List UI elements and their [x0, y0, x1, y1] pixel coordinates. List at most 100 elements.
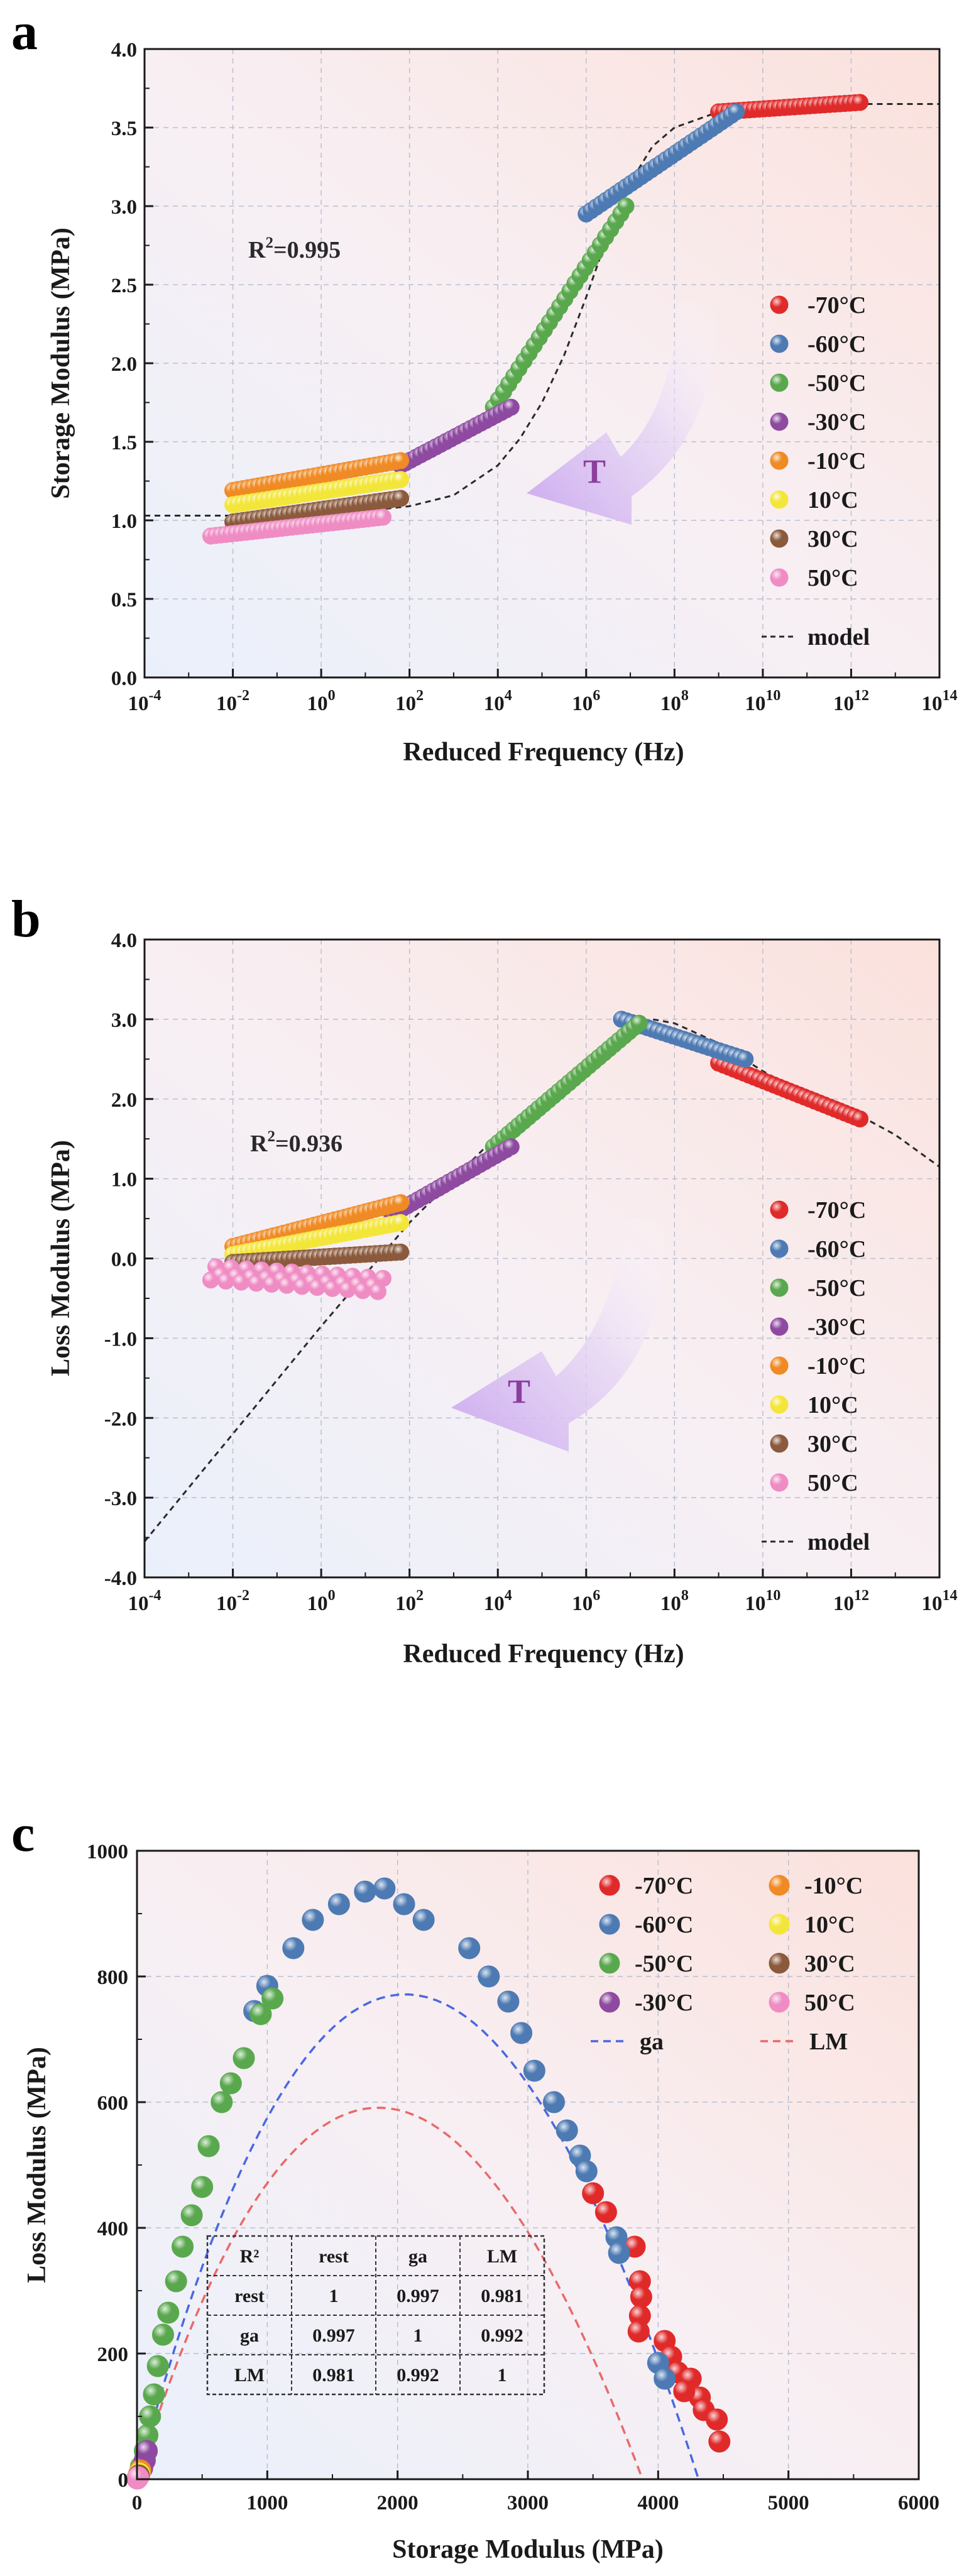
data-point: [392, 1214, 410, 1231]
legend-label: 30°C: [804, 1951, 855, 1977]
x-ticks-c: 0 1000 2000 3000 4000 5000 6000: [132, 2470, 939, 2514]
temperature-arrow-label-b: T: [508, 1373, 530, 1410]
model-curve-a: [145, 103, 939, 517]
y-tick-label: 600: [97, 2092, 129, 2115]
x-tick-label: 10-2: [216, 1587, 249, 1615]
legend-label: -30°C: [808, 409, 866, 436]
data-point: [392, 471, 410, 488]
x-tick-label: 106: [572, 1587, 600, 1615]
r2-annotation-a: R2=0.995: [248, 234, 341, 263]
data-point: [497, 1990, 520, 2013]
data-point: [172, 2235, 194, 2258]
panel-c: c R² rest ga LM rest 1 0.997 0.981 ga 0.997 1 0.992…: [11, 1804, 939, 2564]
data-point: [127, 2466, 150, 2489]
x-tick-label: 1012: [833, 688, 869, 715]
data-point: [851, 1110, 868, 1127]
legend-label: 30°C: [808, 526, 858, 552]
table-cell: 0.992: [481, 2325, 523, 2346]
legend-label: LM: [809, 2029, 848, 2055]
data-point: [375, 508, 391, 526]
x-tick-label: 100: [307, 1587, 336, 1615]
legend-label: 50°C: [808, 565, 858, 591]
panel-label-b: b: [11, 890, 41, 948]
legend-label: model: [808, 624, 870, 650]
data-point: [354, 1880, 376, 1903]
x-tick-label: 1010: [745, 1587, 780, 1615]
data-point: [302, 1909, 324, 1931]
model-curves-c: [136, 1993, 700, 2480]
y-ticks-c: 0 200 400 600 800 1000: [87, 1841, 146, 2492]
table-cell: 1: [413, 2325, 423, 2346]
legend-marker: [770, 1434, 789, 1453]
y-tick-label: 200: [97, 2343, 129, 2366]
table-cell: 0.981: [481, 2286, 523, 2306]
r2-table: R² rest ga LM rest 1 0.997 0.981 ga 0.997 1 0.992 LM…: [206, 2235, 545, 2396]
data-point: [373, 1877, 396, 1900]
panel-label-c: c: [11, 1804, 35, 1863]
x-tick-label: 1014: [922, 1587, 958, 1615]
x-tick-label: 102: [395, 1587, 424, 1615]
y-tick-label: 1.0: [111, 1169, 137, 1192]
y-ticks-b: -4.0 -3.0 -2.0 -1.0 0.0 1.0 2.0 3.0 4.0: [104, 929, 153, 1590]
data-point: [392, 490, 410, 507]
series-30°C: [224, 490, 410, 530]
legend-marker: [770, 529, 789, 548]
legend-label: -30°C: [808, 1314, 866, 1340]
panel-label-a: a: [11, 3, 38, 61]
y-axis-label-b: Loss Modulus (MPa): [47, 1140, 75, 1376]
table-cell: 1: [498, 2365, 507, 2386]
legend-label: -60°C: [635, 1912, 693, 1938]
series-10°C: [224, 471, 410, 513]
panel-b: b T R2=0.936 -70°C -60°C -50°C -30°C -10°C 10…: [11, 890, 958, 1669]
legend-marker: [770, 490, 789, 509]
data-point: [211, 2091, 233, 2113]
table-cell: 0.992: [397, 2365, 439, 2386]
legend-marker: [770, 1356, 789, 1375]
x-tick-label: 6000: [898, 2492, 939, 2514]
table-header-cell: rest: [319, 2246, 349, 2267]
legend-label: -50°C: [635, 1951, 693, 1977]
x-tick-label: 0: [132, 2492, 143, 2514]
table-cell: 0.981: [312, 2365, 355, 2386]
y-tick-label: 4.0: [111, 929, 137, 952]
x-tick-label: 104: [484, 688, 512, 715]
data-point: [556, 2119, 578, 2142]
table-cell: ga: [240, 2325, 259, 2346]
x-tick-label: 10-2: [216, 688, 249, 715]
series--50°C: [484, 1014, 648, 1156]
series--60°C: [243, 1877, 676, 2390]
legend-marker: [769, 1875, 790, 1896]
temperature-arrow-a: [527, 302, 717, 525]
panel-a: a T R2=0.995 -70°C -60°C -50°C -30°C -10°C 10…: [11, 3, 958, 767]
data-point: [392, 1243, 410, 1261]
legend-label: 50°C: [808, 1470, 858, 1496]
legend-label: -10°C: [804, 1873, 863, 1899]
data-point: [458, 1937, 481, 1959]
x-tick-label: 104: [484, 1587, 512, 1615]
legend-marker: [770, 295, 789, 314]
data-point: [261, 1987, 284, 2010]
data-point: [510, 2022, 533, 2044]
table-cell: 0.997: [397, 2286, 439, 2306]
legend-label: 10°C: [808, 487, 858, 513]
legend-marker: [770, 1239, 789, 1258]
data-point: [191, 2176, 214, 2198]
y-tick-label: 2.0: [111, 1089, 137, 1112]
table-header-cell: R²: [240, 2246, 260, 2267]
x-tick-label: 4000: [637, 2492, 679, 2514]
x-tick-label: 1010: [745, 688, 780, 715]
x-ticks-b: 10-4 10-2 100 102 104 106 108 1010 1012 1014: [128, 1569, 958, 1615]
x-tick-label: 106: [572, 688, 600, 715]
series--60°C: [613, 1011, 754, 1068]
legend-label: -70°C: [808, 292, 866, 319]
data-point: [594, 2201, 617, 2223]
model-curve-ga: [136, 1993, 700, 2480]
data-point: [582, 2182, 605, 2205]
legend-marker: [770, 1200, 789, 1219]
model-line: [145, 103, 939, 517]
series-10°C: [224, 1214, 410, 1263]
data-point: [630, 1014, 648, 1032]
data-point: [630, 2286, 652, 2308]
data-point: [151, 2323, 174, 2346]
data-point: [233, 2047, 255, 2069]
